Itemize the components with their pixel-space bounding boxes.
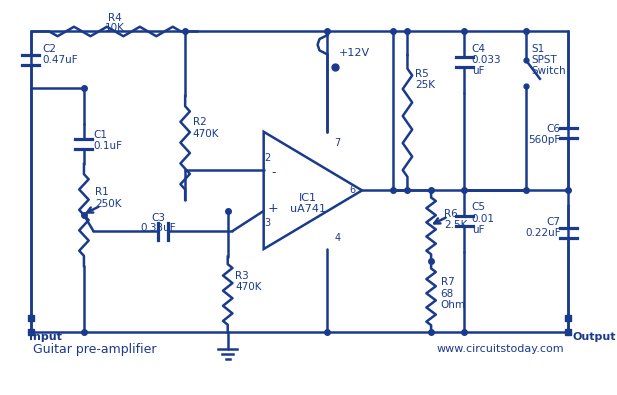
Text: C1: C1 (93, 130, 107, 139)
Text: 0.1uF: 0.1uF (93, 141, 122, 151)
Text: C5: C5 (472, 202, 486, 213)
Text: SPST: SPST (531, 55, 557, 65)
Text: 4: 4 (334, 233, 341, 243)
Text: 6: 6 (350, 185, 355, 196)
Text: 0.33uF: 0.33uF (141, 223, 176, 233)
Text: 68: 68 (441, 288, 454, 299)
Text: R7: R7 (441, 277, 454, 287)
Text: +12V: +12V (338, 48, 370, 58)
Text: Guitar pre-amplifier: Guitar pre-amplifier (33, 343, 156, 356)
Text: R4: R4 (108, 13, 122, 23)
Text: 250K: 250K (95, 199, 122, 209)
Text: -: - (271, 166, 275, 179)
Text: C2: C2 (43, 43, 56, 53)
Text: 0.01: 0.01 (472, 214, 495, 224)
Text: C6: C6 (547, 124, 561, 134)
Text: R5: R5 (415, 69, 429, 79)
Text: +: + (268, 201, 278, 214)
Text: C7: C7 (547, 216, 561, 227)
Text: 560pF: 560pF (528, 135, 561, 145)
Text: Output: Output (572, 332, 616, 342)
Text: Ohm: Ohm (441, 300, 466, 310)
Text: Switch: Switch (531, 66, 566, 76)
Text: 2: 2 (264, 153, 271, 163)
Text: C3: C3 (151, 213, 165, 223)
Text: 10K: 10K (106, 23, 125, 33)
Text: 25K: 25K (415, 81, 435, 90)
Text: R6: R6 (444, 209, 458, 219)
Text: uF: uF (472, 225, 484, 235)
Text: uA741: uA741 (290, 204, 326, 214)
Text: 2.5K: 2.5K (444, 220, 468, 230)
Text: C4: C4 (472, 43, 486, 53)
Text: 0.033: 0.033 (472, 55, 502, 65)
Text: 7: 7 (334, 138, 341, 148)
Text: 470K: 470K (235, 282, 262, 292)
Text: R1: R1 (95, 187, 109, 197)
Text: uF: uF (472, 66, 484, 76)
Text: www.circuitstoday.com: www.circuitstoday.com (437, 344, 565, 354)
Text: Input: Input (29, 332, 62, 342)
Text: S1: S1 (531, 43, 545, 53)
Text: 470K: 470K (193, 129, 219, 139)
Text: 0.22uF: 0.22uF (525, 228, 561, 238)
Text: R2: R2 (193, 117, 207, 127)
Text: 3: 3 (265, 218, 270, 228)
Text: 0.47uF: 0.47uF (43, 55, 78, 65)
Text: R3: R3 (235, 271, 249, 280)
Text: IC1: IC1 (299, 193, 317, 203)
